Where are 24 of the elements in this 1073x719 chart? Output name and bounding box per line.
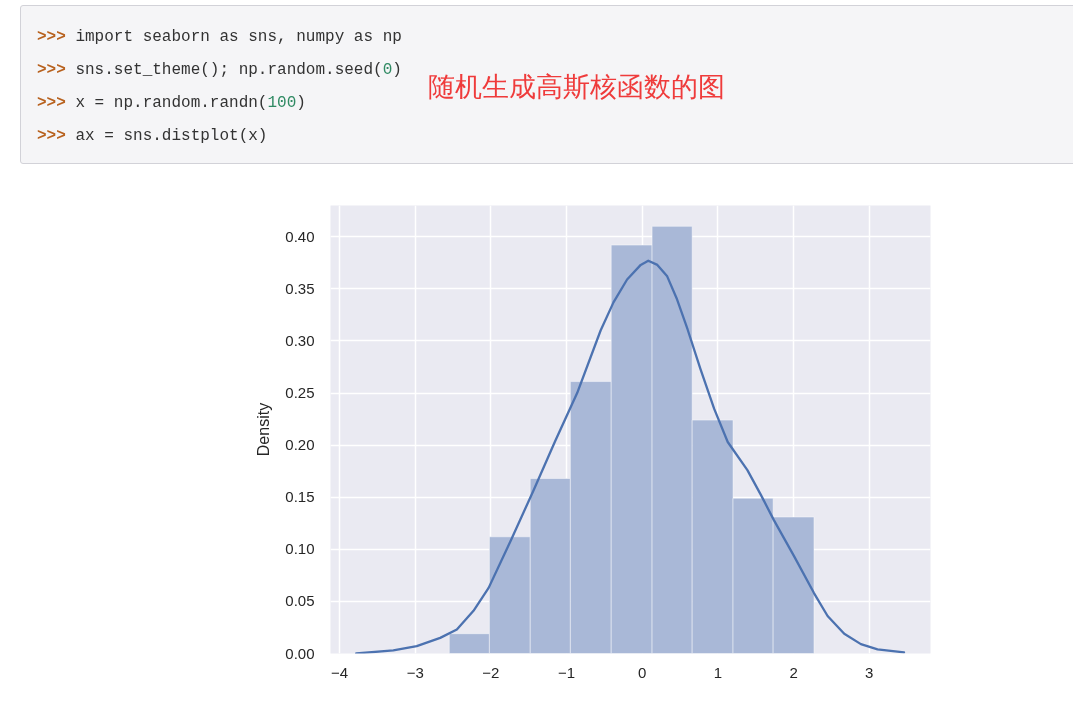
text: >>> import seaborn as sns, numpy as np [37, 27, 402, 48]
x-tick-label: 1 [713, 663, 723, 681]
y-tick-label: 0.30 [285, 331, 315, 349]
chart-title: 随机生成高斯核函数的图 [428, 70, 725, 104]
x-tick-label: −2 [482, 663, 500, 681]
line-series [355, 259, 906, 654]
x-tick-label: −1 [558, 663, 576, 681]
y-tick-label: 0.00 [285, 644, 315, 662]
y-tick-label: 0.40 [285, 227, 315, 245]
x-tick-label: −3 [406, 663, 424, 681]
y-tick-label: 0.10 [285, 540, 315, 558]
text: >>> sns.set_theme(); np.random.seed(0) [37, 60, 402, 81]
x-tick-label: 3 [865, 663, 874, 681]
y-tick-label: 0.05 [285, 592, 315, 610]
y-tick-label: 0.20 [285, 436, 315, 454]
y-tick-label: 0.15 [285, 488, 315, 506]
x-tick-label: −4 [331, 663, 349, 681]
x-tick-label: 0 [638, 663, 647, 681]
text: >>> x = np.random.randn(100) [37, 93, 306, 114]
y-axis-title: Density [255, 402, 273, 457]
x-tick-label: 2 [789, 663, 798, 681]
y-tick-label: 0.35 [285, 279, 315, 297]
y-tick-label: 0.25 [285, 384, 315, 402]
text: >>> ax = sns.distplot(x) [37, 126, 268, 147]
